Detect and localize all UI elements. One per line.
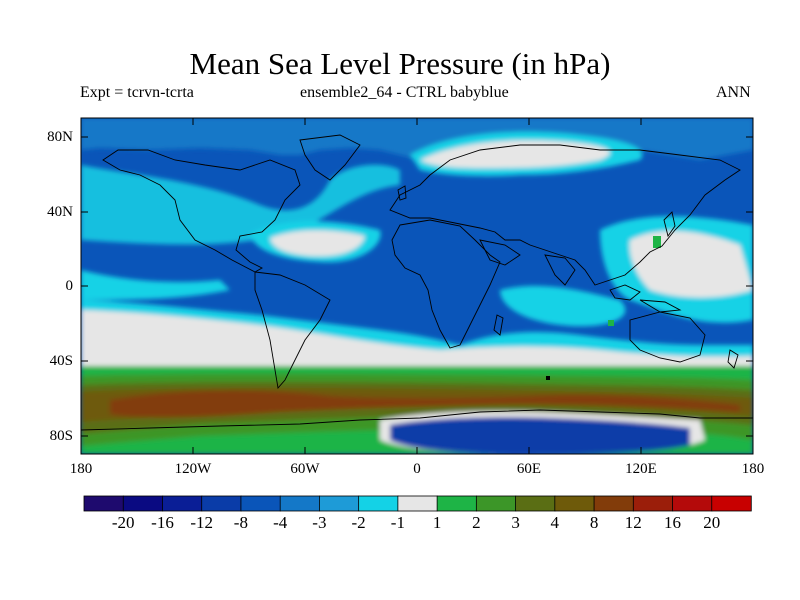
lat-label-40s: 40S	[49, 353, 73, 369]
lon-label-60w: 60W	[290, 461, 320, 477]
field-green-patch	[608, 320, 614, 326]
experiment-label: Expt = tcrvn-tcrta	[80, 84, 194, 101]
lon-label-120w: 120W	[174, 461, 212, 477]
colorbar-swatch	[672, 495, 713, 512]
lon-label-120e: 120E	[625, 461, 657, 477]
colorbar-label: 1	[432, 513, 442, 532]
colorbar-swatch	[632, 495, 674, 512]
coast-new-guinea	[639, 299, 682, 313]
island-marker	[546, 376, 550, 380]
pressure-field	[81, 118, 753, 454]
coast-greenland	[299, 134, 361, 181]
colorbar-swatch	[397, 495, 438, 512]
colorbar-swatch	[515, 495, 556, 512]
field-tropical-cyan	[81, 270, 230, 300]
coast-india	[544, 254, 576, 286]
lon-label-0: 0	[413, 461, 421, 477]
colorbar-swatch	[358, 495, 399, 512]
colorbar-swatch	[201, 495, 242, 512]
coastlines	[81, 134, 753, 431]
colorbar-label: -12	[190, 513, 214, 532]
lat-label-80s: 80S	[49, 428, 73, 444]
colorbar-swatch	[711, 495, 752, 512]
coast-indonesia	[609, 284, 641, 301]
colorbar-swatch	[279, 495, 321, 512]
coast-japan	[663, 211, 676, 238]
colorbar-label: 8	[589, 513, 599, 532]
colorbar-swatch	[475, 495, 517, 512]
field-arctic-high	[420, 140, 610, 168]
lat-ticks	[81, 136, 753, 437]
field-indian-cyan	[500, 285, 626, 327]
coast-madagascar	[493, 314, 504, 336]
season-label: ANN	[716, 84, 751, 101]
coast-africa	[391, 219, 501, 349]
map-title: Mean Sea Level Pressure (in hPa)	[189, 46, 611, 81]
coast-eurasia	[389, 144, 741, 286]
coast-arabia	[479, 239, 521, 266]
colorbar-label: 16	[664, 513, 681, 532]
coast-north-america	[102, 149, 301, 273]
colorbar-label: -1	[390, 513, 405, 532]
ensemble-label: ensemble2_64 - CTRL babyblue	[300, 84, 509, 101]
colorbar-swatch	[240, 495, 281, 512]
field-south-high	[81, 310, 753, 366]
colorbar-label: 3	[511, 513, 520, 532]
colorbar-label: -8	[233, 513, 248, 532]
colorbar-label: -16	[151, 513, 174, 532]
lon-label-60e: 60E	[516, 461, 542, 477]
colorbar-label: 12	[624, 513, 642, 532]
coast-south-america	[254, 271, 331, 390]
lat-label-0: 0	[65, 278, 74, 294]
lon-label-180e: 180	[741, 461, 765, 477]
colorbar-label: 20	[703, 513, 721, 532]
colorbar-swatch	[83, 495, 124, 512]
colorbar-swatch	[122, 495, 164, 512]
colorbar-label: 2	[472, 513, 481, 532]
lat-label-80n: 80N	[47, 129, 73, 145]
field-southern-rust	[110, 390, 740, 418]
field-atlantic-high	[270, 230, 365, 257]
coast-uk	[397, 185, 407, 201]
field-pacific-cyan	[81, 164, 400, 245]
field-antarctic-low	[390, 417, 690, 454]
field-green-patch	[653, 236, 661, 248]
colorbar-swatch	[593, 495, 634, 512]
colorbar-swatch	[554, 495, 595, 512]
colorbar-label: -4	[273, 513, 288, 532]
colorbar-swatch	[436, 495, 478, 512]
coast-new-zealand	[727, 349, 739, 369]
lon-label-180w: 180	[69, 461, 93, 477]
lat-label-40n: 40N	[47, 204, 73, 220]
field-north-band	[81, 118, 753, 160]
colorbar-swatch	[319, 495, 360, 512]
coast-antarctica	[81, 409, 753, 431]
colorbar-label: 4	[550, 513, 560, 532]
colorbar	[83, 495, 752, 512]
coast-australia	[629, 311, 706, 363]
colorbar-label: -20	[111, 513, 135, 532]
colorbar-swatch	[162, 495, 203, 512]
colorbar-label: -2	[351, 513, 366, 532]
lon-ticks	[192, 118, 642, 454]
colorbar-label: -3	[312, 513, 327, 532]
